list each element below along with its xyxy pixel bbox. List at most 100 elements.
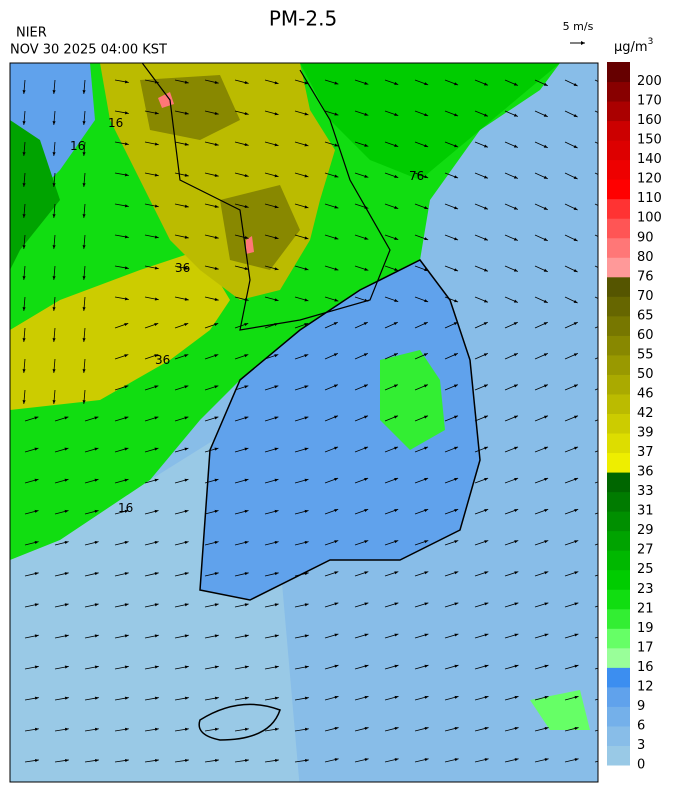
wind-arrow-head: [573, 175, 578, 179]
wind-arrow-head: [244, 416, 249, 420]
wind-arrow: [594, 419, 598, 422]
wind-arrow-head: [483, 206, 488, 210]
wind-arrow-head: [304, 447, 309, 451]
wind-arrow: [594, 729, 598, 732]
wind-arrow-head: [304, 174, 309, 178]
wind-arrow-head: [304, 236, 309, 240]
wind-arrow: [594, 481, 598, 484]
wind-arrow-head: [214, 447, 219, 451]
wind-arrow-head: [214, 235, 219, 239]
wind-arrow-head: [454, 758, 459, 762]
wind-arrow-head: [154, 80, 159, 84]
wind-arrow-head: [274, 447, 279, 451]
wind-arrow-head: [214, 603, 219, 607]
wind-arrow-head: [484, 571, 489, 575]
wind-arrow-head: [64, 572, 69, 576]
wind-arrow-head: [543, 82, 548, 86]
wind-arrow-head: [64, 696, 69, 700]
wind-arrow-head: [244, 603, 249, 607]
wind-arrow-head: [64, 509, 69, 513]
wind-arrow-head: [364, 664, 369, 668]
wind-arrow-head: [154, 111, 159, 115]
wind-arrow-head: [22, 121, 26, 125]
wind-arrow-head: [394, 509, 399, 512]
wind-arrow-head: [304, 81, 309, 85]
colorbar-band: [607, 179, 630, 200]
wind-arrow-head: [214, 727, 219, 731]
wind-arrow-head: [543, 353, 548, 357]
wind-vectors: [22, 79, 598, 763]
wind-arrow-head: [274, 323, 279, 327]
wind-arrow-head: [544, 633, 549, 637]
colorbar-band: [607, 374, 630, 395]
wind-arrow-head: [154, 385, 159, 389]
wind-arrow-head: [364, 726, 369, 730]
wind-arrow-head: [484, 664, 489, 668]
wind-arrow-head: [334, 664, 339, 668]
colorbar-label: 70: [637, 289, 654, 304]
coastline: [199, 259, 481, 601]
colorbar-label: 17: [637, 640, 654, 655]
wind-arrow-head: [334, 509, 339, 512]
wind-arrow-head: [543, 175, 548, 179]
yellow-band: [10, 250, 230, 410]
wind-arrow-head: [574, 446, 579, 450]
wind-arrow-head: [394, 695, 399, 699]
wind-arrow-head: [513, 268, 518, 272]
wind-arrow-head: [154, 416, 159, 420]
wind-arrow-head: [94, 634, 99, 638]
wind-arrow-head: [513, 175, 518, 179]
wind-arrow-head: [334, 446, 339, 450]
wind-arrow-head: [573, 268, 578, 272]
wind-arrow-head: [94, 572, 99, 576]
wind-arrow-head: [514, 602, 519, 606]
wind-arrow-head: [184, 111, 189, 115]
wind-arrow-head: [334, 695, 339, 699]
wind-arrow-head: [424, 268, 429, 272]
wind-arrow-head: [274, 143, 279, 147]
wind-arrow-head: [94, 478, 99, 482]
wind-arrow-head: [423, 322, 428, 326]
wind-arrow-head: [64, 603, 69, 607]
wind-arrow-head: [364, 633, 369, 637]
wind-arrow-head: [544, 695, 549, 699]
wind-arrow-head: [124, 603, 129, 607]
wind-arrow-head: [574, 695, 579, 699]
red-spot: [246, 236, 254, 254]
wind-arrow-head: [274, 572, 279, 576]
wind-arrow-head: [64, 727, 69, 731]
wind-arrow-head: [244, 509, 249, 513]
wind-arrow-head: [52, 369, 56, 373]
wind-arrow-head: [334, 540, 339, 544]
wind-arrow-head: [82, 369, 86, 373]
wind-arrow-head: [124, 266, 129, 270]
colorbar-label: 90: [637, 230, 654, 245]
colorbar-band: [607, 257, 630, 278]
wind-arrow-head: [333, 322, 338, 326]
wind-arrow-head: [64, 478, 69, 482]
wind-arrow-head: [184, 323, 189, 327]
contour-label: 16: [118, 501, 133, 515]
colorbar-band: [607, 218, 630, 239]
wind-arrow-head: [154, 204, 159, 208]
wind-arrow-head: [453, 353, 458, 357]
colorbar-label: 16: [637, 660, 654, 675]
wind-arrow-head: [34, 447, 39, 451]
wind-arrow-head: [22, 369, 26, 373]
wind-arrow-head: [574, 571, 579, 575]
wind-arrow-head: [573, 322, 578, 326]
wind-arrow-head: [52, 183, 56, 187]
wind-arrow-head: [22, 214, 26, 218]
wind-arrow-head: [244, 81, 249, 85]
colorbar-band: [607, 745, 630, 766]
wind-scale-head: [581, 41, 585, 45]
wind-arrow-head: [514, 477, 519, 481]
wind-arrow-head: [393, 322, 398, 326]
wind-arrow-head: [513, 299, 518, 303]
wind-arrow-head: [574, 633, 579, 637]
colorbar-band: [607, 335, 630, 356]
wind-arrow-head: [484, 602, 489, 606]
wind-arrow-head: [424, 144, 429, 148]
colorbar-label: 25: [637, 562, 654, 577]
wind-arrow-head: [543, 299, 548, 303]
